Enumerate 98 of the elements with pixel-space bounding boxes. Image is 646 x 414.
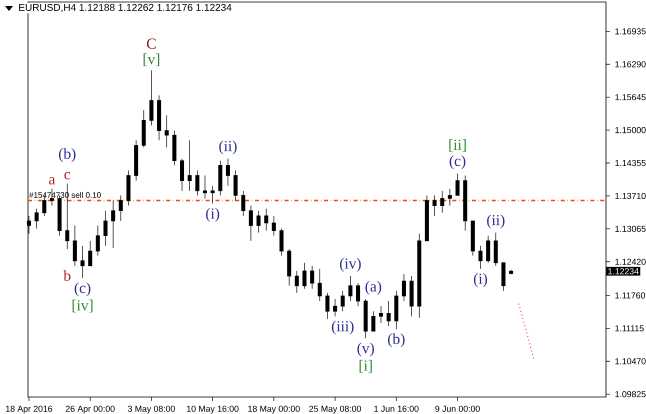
candlestick: [478, 246, 482, 270]
annotation: (b): [388, 333, 405, 348]
annotation: (ii): [219, 140, 237, 154]
candlestick: [226, 158, 230, 186]
candlestick: [440, 190, 444, 214]
candlestick: [234, 170, 238, 201]
candlestick: [348, 276, 352, 302]
candlestick: [294, 270, 299, 294]
candlestick: [378, 306, 384, 324]
x-tick-label: 9 Jun 00:00: [435, 406, 480, 412]
x-tick-label: 18 Apr 2016: [6, 406, 52, 414]
annotation: [i]: [360, 360, 372, 373]
candlestick: [34, 208, 39, 229]
annotation: (c): [450, 155, 466, 170]
candlestick: [325, 292, 330, 320]
candlestick: [248, 205, 253, 242]
candlestick: [470, 220, 475, 256]
annotation: [iv]: [72, 300, 92, 312]
candlestick: [172, 130, 176, 166]
candlestick: [302, 262, 306, 290]
annotation: (i): [206, 208, 220, 222]
candlestick: [195, 170, 200, 196]
y-tick-label: 1.15645: [615, 94, 646, 100]
candlestick: [287, 248, 292, 286]
candlestick: [394, 290, 398, 330]
x-tick-label: 26 Apr 00:00: [66, 406, 115, 414]
y-tick-label: 1.10470: [615, 358, 646, 364]
candlestick: [386, 300, 391, 326]
y-tick-label: 1.15000: [615, 127, 646, 134]
y-tick-label: 1.09825: [615, 391, 646, 398]
y-tick-label: 1.11760: [615, 292, 646, 298]
candlestick: [417, 233, 422, 318]
y-tick-label: 1.16935: [615, 28, 646, 34]
annotation: (iii): [332, 320, 354, 335]
annotation: (c): [74, 282, 90, 296]
annotation: (b): [58, 148, 76, 162]
candlestick: [463, 175, 468, 231]
annotation: (ii): [487, 214, 504, 228]
y-tick-label: 1.14355: [615, 160, 646, 166]
candlestick: [364, 298, 368, 339]
candlestick: [134, 140, 138, 181]
annotation: c: [64, 172, 70, 180]
candlestick: [279, 228, 284, 256]
candlestick: [241, 190, 246, 216]
candlestick: [218, 160, 222, 196]
candlestick: [118, 195, 123, 222]
candlestick: [356, 282, 360, 306]
candlestick: [486, 235, 490, 264]
x-tick-label: 10 May 16:00: [187, 406, 239, 414]
text: 1.12234: [608, 268, 639, 274]
y-tick-label: 1.11115: [615, 325, 644, 332]
candlestick: [318, 268, 322, 302]
candlestick: [126, 170, 130, 206]
y-tick-label: 1.12420: [615, 258, 646, 265]
annotation: [ii]: [449, 139, 466, 152]
candlestick: [88, 240, 92, 266]
candlestick: [80, 246, 85, 278]
y-tick-label: 1.16290: [615, 61, 646, 68]
candlestick: [494, 232, 498, 266]
candlestick: [340, 290, 345, 312]
annotation: (i): [474, 273, 488, 288]
candlestick: [103, 210, 108, 246]
candlestick: [96, 225, 100, 256]
y-tick-label: 1.13710: [615, 192, 646, 199]
candlestick: [456, 173, 460, 196]
candlestick: [509, 269, 514, 275]
candlestick: [424, 195, 429, 242]
candlestick: [333, 298, 338, 317]
candlestick: [272, 215, 276, 236]
candlestick: [72, 225, 77, 266]
candlestick: [310, 265, 314, 290]
candlestick: [111, 200, 116, 248]
candlestick: [432, 195, 437, 216]
chart-title: EURUSD,H4 1.12188 1.12262 1.12176 1.12234: [19, 4, 232, 12]
annotation: b: [63, 270, 70, 281]
annotation: a: [49, 177, 56, 185]
x-tick-label: 1 Jun 16:00: [374, 406, 419, 412]
annotation: C: [146, 38, 156, 49]
annotation: (a): [366, 280, 382, 295]
y-tick-label: 1.13065: [615, 226, 646, 232]
candlestick: [180, 158, 184, 192]
candlestick: [410, 276, 414, 317]
candlestick: [371, 310, 376, 332]
candlestick: [448, 188, 452, 206]
annotation: [v]: [144, 53, 160, 66]
candlestick: [264, 208, 268, 231]
x-tick-label: 3 May 08:00: [128, 406, 175, 414]
x-tick-label: 18 May 00:00: [248, 406, 300, 414]
candlestick: [202, 175, 207, 199]
candlestick: [149, 70, 154, 126]
candlestick: [501, 262, 506, 292]
x-tick-label: 25 May 08:00: [309, 406, 361, 414]
annotation: (iv): [340, 258, 361, 272]
candlestick: [142, 110, 146, 148]
candlestick: [402, 274, 406, 302]
candlestick: [256, 210, 261, 233]
annotation: (v): [357, 342, 374, 356]
candlestick: [157, 95, 162, 141]
